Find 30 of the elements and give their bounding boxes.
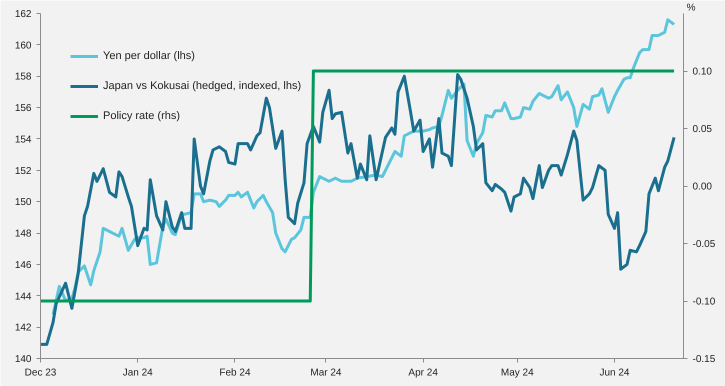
x-tick-label: Apr 24 (408, 368, 438, 378)
y-tick-label: 162 (14, 9, 32, 20)
y-tick-label: 144 (14, 291, 32, 302)
y-tick-label: 140 (14, 354, 32, 365)
y-tick-label: 158 (14, 72, 32, 83)
x-tick-label: Dec 23 (24, 368, 57, 378)
y2-tick-label: -0.05 (692, 239, 716, 250)
x-tick-label: May 24 (500, 368, 534, 378)
x-tick-label: Mar 24 (310, 368, 342, 378)
line-series (40, 73, 676, 346)
x-tick-label: Jun 24 (599, 368, 630, 378)
y-tick-label: 154 (14, 134, 32, 146)
y-tick-label: 148 (14, 228, 32, 240)
y2-tick-label: -0.10 (692, 296, 716, 308)
x-tick-label: Feb 24 (219, 368, 251, 378)
y2-tick-label: 0.05 (692, 124, 712, 135)
y-tick-label: 150 (14, 197, 32, 208)
y2-tick-label: 0.00 (692, 182, 712, 192)
y-tick-label: 156 (14, 103, 32, 114)
y-tick-label: 142 (14, 322, 32, 334)
x-tick-label: Jan 24 (122, 368, 154, 378)
y-tick-label: 146 (14, 260, 32, 271)
y2-tick-label: -0.15 (692, 354, 716, 365)
legend-label: Japan vs Kokusai (hedged, indexed, lhs) (103, 80, 302, 92)
legend-label: Policy rate (rhs) (103, 110, 180, 122)
y2-tick-label: 0.10 (692, 66, 712, 78)
y-tick-label: 152 (14, 166, 32, 177)
y2-axis-title: % (686, 2, 696, 14)
y-tick-label: 160 (14, 40, 32, 52)
legend-label: Yen per dollar (lhs) (103, 50, 195, 62)
